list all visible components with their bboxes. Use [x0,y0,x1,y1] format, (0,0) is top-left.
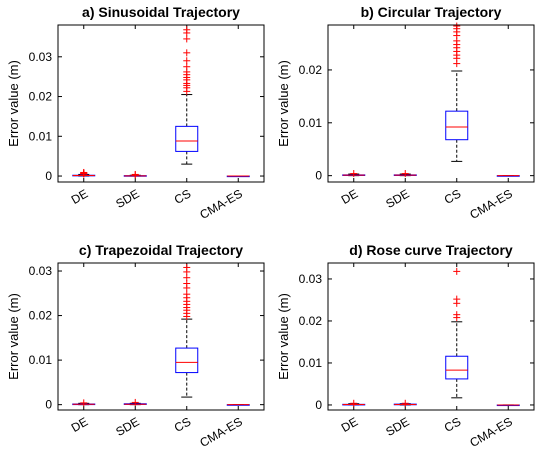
y-tick-label: 0.03 [299,272,323,286]
subplot-title: b) Circular Trajectory [361,4,502,20]
outlier-point [183,35,191,43]
y-axis-label: Error value (m) [276,293,291,380]
box-cs [175,263,199,398]
box-de [342,399,366,407]
y-tick-label: 0.03 [29,264,53,278]
outlier-point [183,63,191,71]
axes-frame [57,24,265,183]
y-tick-label: 0.02 [29,90,53,104]
box-de [72,399,96,407]
subplot-2: b) Circular Trajectory Error value (m) 0 0.… [276,4,535,222]
y-tick-label: 0.01 [29,353,53,367]
box-iqr [175,347,199,374]
subplot-4: d) Rose curve Trajectory Error value (m) 0… [276,242,535,450]
box-iqr [175,125,199,152]
box-cs [445,267,469,399]
y-tick-label: 0 [45,169,52,183]
outlier-point [183,57,191,65]
outlier-point [401,399,409,407]
y-axis-label: Error value (m) [276,60,291,147]
outlier-point [80,399,88,407]
y-tick-label: 0.02 [299,314,323,328]
box-cma-es [226,404,250,406]
subplot-title: c) Trapezoidal Trajectory [79,242,243,258]
box-cs [175,26,199,165]
outlier-point [350,170,358,178]
outlier-point [183,263,191,271]
y-axis-label: Error value (m) [6,60,21,147]
outlier-point [453,295,461,303]
y-tick-label: 0 [315,398,322,412]
outlier-point [453,267,461,275]
box-sde [393,399,417,407]
box-cma-es [496,404,520,407]
outlier-point [80,168,88,176]
y-axis-label: Error value (m) [6,293,21,380]
outlier-point [350,399,358,407]
subplot-title: a) Sinusoidal Trajectory [82,4,240,20]
axes-frame [327,262,535,411]
outlier-point [183,290,191,298]
subplot-title: d) Rose curve Trajectory [349,242,513,258]
axes-frame [327,24,535,183]
box-iqr [445,355,469,380]
box-sde [393,170,417,178]
y-tick-label: 0.01 [299,116,323,130]
y-tick-label: 0 [315,169,322,183]
y-tick-label: 0 [45,398,52,412]
box-sde [123,398,147,406]
y-tick-label: 0.01 [29,129,53,143]
box-de [72,168,96,178]
box-sde [123,170,147,179]
outlier-point [453,311,461,319]
outlier-point [183,26,191,34]
outlier-point [131,398,139,406]
outlier-point [183,49,191,57]
outlier-point [401,170,409,178]
box-cma-es [496,175,520,177]
outlier-point [131,170,139,178]
y-tick-label: 0.02 [299,63,323,77]
y-tick-label: 0.03 [29,50,53,64]
axes-frame [57,262,265,411]
y-tick-label: 0.01 [299,356,323,370]
outlier-point [453,22,461,30]
box-cs [445,22,469,162]
box-cma-es [226,175,250,178]
box-de [342,170,366,178]
box-iqr [445,110,469,141]
y-tick-label: 0.02 [29,309,53,323]
